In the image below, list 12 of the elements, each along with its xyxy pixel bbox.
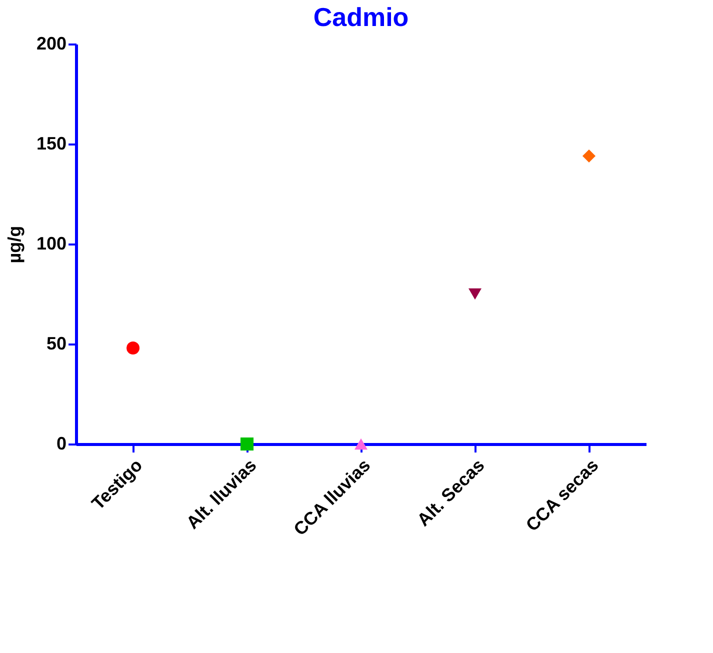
y-tick-label: 50 (46, 334, 66, 354)
y-axis-title: µg/g (4, 226, 24, 264)
y-tick-label: 150 (36, 134, 66, 154)
chart-title: Cadmio (313, 2, 409, 32)
point (126, 341, 140, 355)
y-tick-label: 100 (36, 234, 66, 254)
point (468, 288, 482, 300)
point (354, 438, 368, 450)
y-tick-label: 0 (56, 434, 66, 454)
y-tick-label: 200 (36, 34, 66, 54)
point (582, 149, 596, 163)
point (240, 437, 254, 451)
